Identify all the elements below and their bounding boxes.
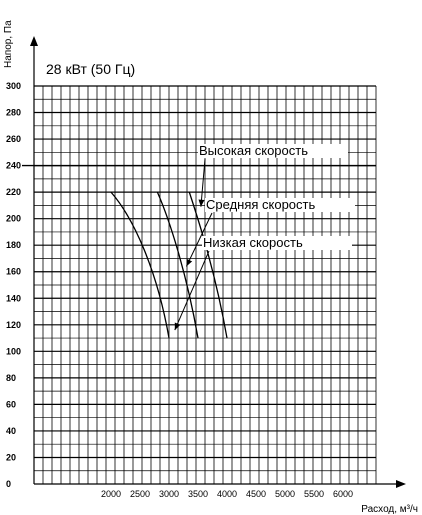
annotation-label-background	[202, 236, 352, 250]
annotation-arrow-icon	[174, 322, 181, 331]
axes	[30, 36, 406, 488]
y-tick-label: 300	[6, 81, 21, 91]
y-tick-label: 80	[6, 373, 16, 383]
y-tick-labels: 0 20 40 60 80 100 120 140 160 180 200 220 240 260 280 3…	[6, 81, 21, 489]
annotation-label: Высокая скорость	[199, 143, 308, 158]
x-axis-label: Расход, м³/ч	[361, 504, 418, 515]
y-tick-label: 280	[6, 108, 21, 118]
y-tick-label: 20	[6, 452, 16, 462]
x-tick-label: 4500	[246, 489, 266, 499]
annotation-arrow-icon	[198, 199, 205, 207]
curve-annotations: Высокая скорость Средняя скорость Низкая с…	[174, 143, 355, 331]
y-tick-label: 200	[6, 214, 21, 224]
x-tick-label: 5500	[304, 489, 324, 499]
y-tick-label: 40	[6, 426, 16, 436]
x-tick-labels: 2000 2500 3000 3500 4000 4500 5000 5500 6000	[101, 489, 353, 499]
annotation-leader	[185, 212, 213, 267]
y-axis-label: Напор, Па	[3, 20, 14, 68]
annotation-label: Низкая скорость	[203, 235, 303, 250]
y-tick-label: 240	[6, 161, 21, 171]
series-line	[156, 191, 199, 339]
x-tick-label: 2500	[130, 489, 150, 499]
x-tick-label: 3500	[188, 489, 208, 499]
y-tick-label: 120	[6, 320, 21, 330]
y-tick-label: 60	[6, 399, 16, 409]
y-tick-label: 0	[6, 479, 11, 489]
annotation-label-background	[198, 144, 348, 158]
fan-curves	[110, 191, 228, 339]
annotation-leader	[174, 250, 210, 331]
annotation-label: Средняя скорость	[206, 197, 315, 212]
y-tick-label: 180	[6, 240, 21, 250]
series-line	[188, 191, 228, 339]
chart-title: 28 кВт (50 Гц)	[46, 61, 135, 77]
y-tick-label: 100	[6, 346, 21, 356]
annotation-arrow-icon	[186, 258, 193, 267]
annotation-leader	[200, 158, 206, 207]
plot-grid	[22, 85, 377, 484]
x-tick-label: 2000	[101, 489, 121, 499]
series-line	[110, 191, 170, 339]
y-tick-label: 140	[6, 293, 21, 303]
y-axis-arrow-icon	[30, 36, 38, 46]
y-tick-label: 220	[6, 187, 21, 197]
x-tick-label: 5000	[275, 489, 295, 499]
x-tick-label: 4000	[217, 489, 237, 499]
annotation-label-background	[205, 198, 355, 212]
y-tick-label: 260	[6, 134, 21, 144]
x-tick-label: 6000	[333, 489, 353, 499]
y-tick-label: 160	[6, 267, 21, 277]
x-tick-label: 3000	[159, 489, 179, 499]
x-axis-arrow-icon	[396, 480, 406, 488]
